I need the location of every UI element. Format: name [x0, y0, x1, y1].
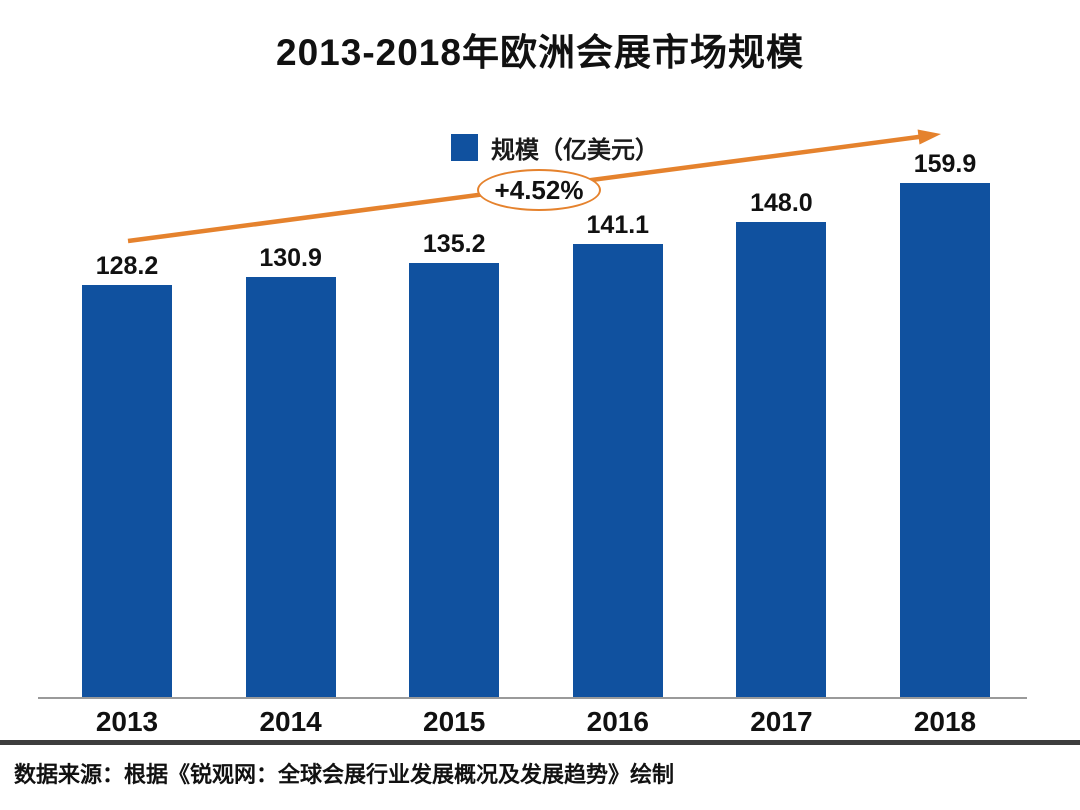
x-axis-label-2018: 2018: [913, 706, 977, 737]
bar-value-label: 159.9: [913, 150, 977, 178]
bar-value-label: 128.2: [95, 252, 159, 280]
x-axis-label-2015: 2015: [423, 706, 486, 737]
bar-value-label: 135.2: [422, 230, 486, 258]
legend-swatch-icon: [451, 134, 478, 161]
legend: 规模（亿美元）: [451, 130, 659, 165]
separator-line: [0, 740, 1080, 745]
growth-rate-label: +4.52%: [494, 174, 584, 205]
x-axis-label-2016: 2016: [586, 706, 649, 737]
bar-value-label: 130.9: [259, 244, 322, 272]
bar-2015: [409, 263, 500, 697]
bar-value-label: 148.0: [750, 189, 813, 217]
legend-label: 规模（亿美元）: [491, 137, 659, 164]
growth-rate-badge: +4.52%: [477, 169, 601, 211]
bar-2018: [900, 183, 990, 697]
source-note: 数据来源：根据《锐观网：全球会展行业发展概况及发展趋势》绘制: [14, 762, 675, 787]
trend-arrow-head: [917, 129, 941, 145]
x-axis-label-2014: 2014: [259, 706, 322, 737]
x-axis-label-2013: 2013: [95, 706, 159, 737]
chart-title: 2013-2018年欧洲会展市场规模: [276, 32, 804, 73]
bar-value-label: 141.1: [586, 211, 650, 239]
x-axis-line: [38, 697, 1027, 699]
x-axis-label-2017: 2017: [750, 706, 813, 737]
bar-2016: [572, 244, 663, 697]
bar-2017: [736, 222, 827, 697]
bar-2014: [245, 277, 336, 697]
bar-2013: [82, 285, 172, 697]
